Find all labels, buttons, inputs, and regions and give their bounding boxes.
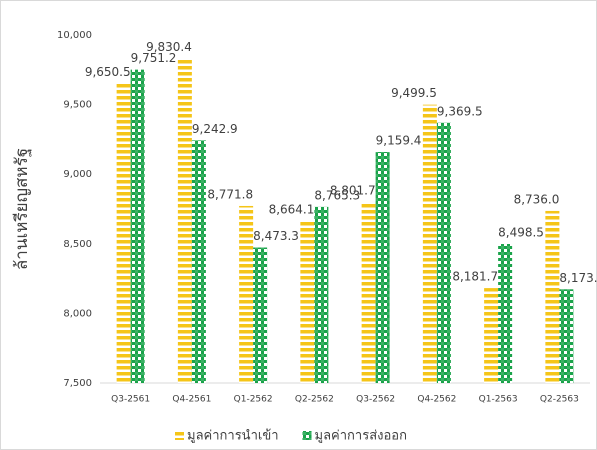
y-tick-label: 9,000	[63, 169, 92, 180]
value-label: 8,173.2	[559, 271, 597, 285]
bar	[300, 220, 315, 383]
value-label: 9,369.5	[437, 104, 483, 118]
value-label: 9,650.5	[85, 65, 131, 79]
bar	[361, 201, 376, 383]
bar	[375, 152, 390, 383]
legend-label: มูลค่าการส่งออก	[315, 429, 407, 444]
x-tick-label: Q4-2562	[417, 395, 456, 405]
value-label: 9,159.4	[376, 134, 422, 148]
bar	[422, 104, 437, 383]
x-tick-label: Q2-2562	[295, 395, 334, 405]
value-label: 8,181.7	[452, 270, 498, 284]
y-tick-label: 8,000	[63, 308, 92, 319]
legend-swatch	[175, 431, 184, 440]
bar	[130, 69, 145, 383]
value-label: 8,801.7	[330, 183, 376, 197]
bar	[436, 122, 451, 384]
value-label: 9,499.5	[391, 86, 437, 100]
value-label: 8,765.3	[314, 188, 360, 202]
value-label: 8,736.0	[514, 192, 560, 206]
x-tick-label: Q3-2562	[356, 395, 395, 405]
x-tick-label: Q1-2563	[479, 395, 518, 405]
bar	[314, 206, 329, 383]
legend-label: มูลค่าการนำเข้า	[187, 429, 279, 444]
value-label: 8,664.1	[269, 202, 315, 216]
legend-swatch	[302, 431, 312, 440]
bar	[116, 83, 131, 384]
y-tick-label: 9,500	[63, 100, 92, 111]
value-label: 8,473.3	[253, 229, 299, 243]
value-label: 8,498.5	[498, 226, 544, 240]
y-tick-label: 8,500	[63, 239, 92, 250]
value-label: 9,751.2	[131, 51, 177, 65]
bar	[545, 210, 560, 383]
bar	[239, 205, 254, 383]
bar	[484, 288, 499, 383]
x-tick-label: Q4-2561	[172, 395, 211, 405]
bar	[498, 244, 513, 383]
value-label: 9,242.9	[192, 122, 238, 136]
y-tick-label: 10,000	[57, 30, 92, 41]
bar	[191, 140, 206, 383]
x-tick-label: Q3-2561	[111, 395, 150, 405]
bar	[559, 289, 574, 383]
x-tick-label: Q1-2562	[234, 395, 273, 405]
y-axis-label: ล้านเหรียญสหรัฐ	[12, 148, 32, 270]
bar	[177, 58, 192, 384]
value-label: 8,771.8	[207, 187, 253, 201]
bar	[253, 247, 268, 383]
value-label: 9,830.4	[146, 40, 192, 54]
x-tick-label: Q2-2563	[540, 395, 579, 405]
y-tick-label: 7,500	[63, 378, 92, 389]
